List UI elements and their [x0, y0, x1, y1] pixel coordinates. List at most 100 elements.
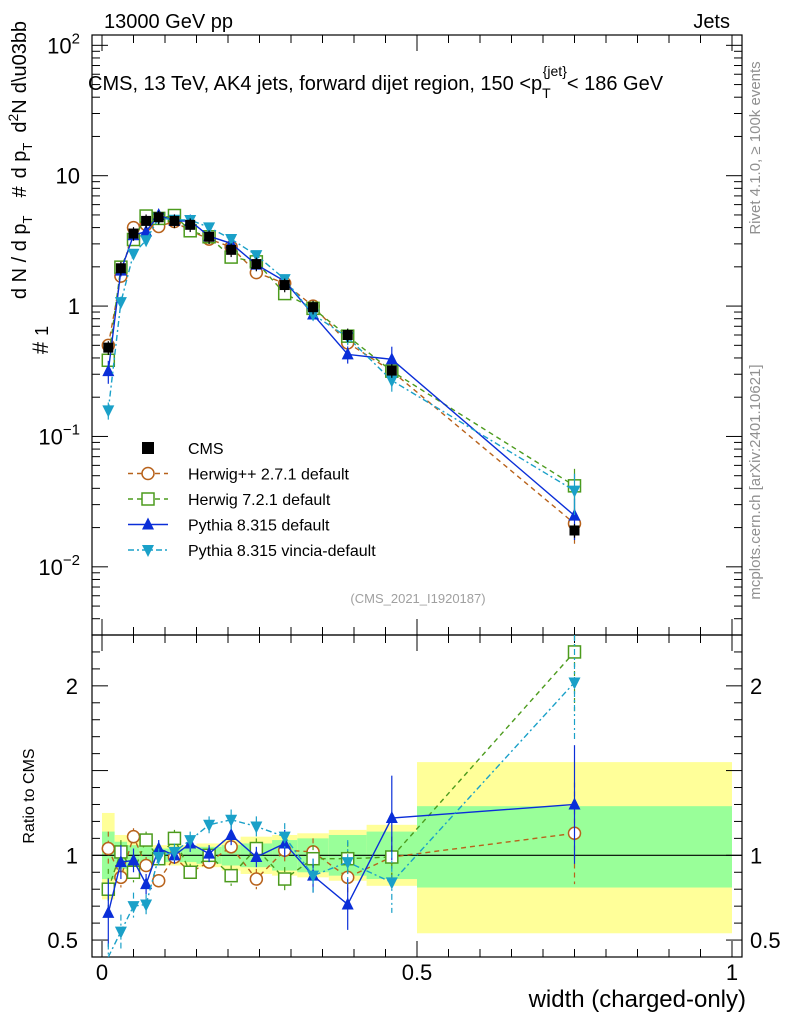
chart-title: CMS, 13 TeV, AK4 jets, forward dijet reg…: [88, 63, 664, 101]
series-2-ratio-point: [127, 853, 140, 866]
legend: CMS Herwig++ 2.7.1 default Herwig 7.2.1 de…: [128, 441, 376, 560]
series-1-ratio-point: [183, 865, 197, 880]
ratio-y-tick-label-right: 1: [750, 843, 762, 868]
series-3-ratio-point: [250, 821, 263, 834]
series-3-ratio-line: [107, 681, 576, 958]
series-3-main-point: [568, 485, 581, 498]
ratio-y-axis-label: Ratio to CMS: [21, 748, 38, 843]
cms-data-point: [115, 263, 126, 274]
chart-title-sub: T: [542, 85, 551, 101]
series-2-ratio-point: [140, 877, 153, 890]
series-3-ratio-point: [307, 870, 320, 883]
series-2-ratio-point: [250, 850, 263, 863]
legend-label-series-1: Herwig 7.2.1 default: [188, 492, 331, 509]
main-y-tick-label: 10−2: [38, 552, 80, 580]
series-2-main-point: [385, 352, 398, 365]
series-2-ratio-point: [203, 846, 216, 859]
series-0-ratio-point: [139, 858, 153, 873]
main-y-tick-label: 102: [47, 30, 80, 58]
chart-title-suffix: < 186 GeV: [567, 73, 664, 95]
series-2-main-point: [102, 364, 115, 377]
series-3-ratio-point: [385, 877, 398, 890]
series-3-ratio-point: [168, 846, 181, 859]
legend-label-series-0: Herwig++ 2.7.1 default: [188, 467, 350, 484]
series-2-ratio-point: [152, 841, 165, 854]
main-y-axis-label-detail: d N / d pT#d pTd2Nd\u03bb: [5, 21, 35, 299]
series-1-ratio-point: [224, 868, 238, 883]
mcplots-label: mcplots.cern.ch [arXiv:2401.10621]: [747, 364, 764, 599]
chart-title-sup: {jet}: [543, 63, 567, 79]
cms-data-point: [153, 212, 164, 223]
series-3-main-point: [203, 222, 216, 235]
main-y-axis-label-text: #1: [28, 326, 53, 354]
cms-data-point: [569, 525, 580, 536]
ratio-y-tick-label: 0.5: [47, 928, 78, 953]
cms-data-point: [226, 244, 237, 255]
reference-label: (CMS_2021_I1920187): [350, 591, 485, 606]
cms-data-point: [169, 215, 180, 226]
ratio-axis-ticks: 0 0.5 1 2 2 1 1 0.5 0.5: [47, 634, 781, 985]
x-tick-label: 0: [96, 960, 108, 985]
cms-data-point: [128, 228, 139, 239]
ratio-y-tick-label: 1: [66, 843, 78, 868]
series-3-ratio-point: [568, 677, 581, 690]
series-3-main-point: [385, 375, 398, 388]
series-3-main-point: [307, 309, 320, 322]
cms-data-point: [279, 280, 290, 291]
series-3-main-point: [114, 297, 127, 310]
ratio-y-tick-label-right: 0.5: [750, 928, 781, 953]
main-y-tick-label: 10: [56, 164, 80, 189]
series-0-ratio-point: [249, 872, 264, 886]
series-3-ratio-point: [114, 926, 127, 939]
ratio-y-tick-label-right: 2: [750, 674, 762, 699]
series-3-ratio-point: [184, 835, 197, 848]
x-tick-label: 0.5: [402, 960, 433, 985]
svg-text:d N / d pT#d pTd2Nd\u03bb: d N / d pT#d pTd2Nd\u03bb: [5, 21, 35, 299]
series-3-ratio-point: [152, 852, 165, 865]
series-1-ratio-point: [167, 831, 182, 846]
series-3-ratio-point: [278, 831, 291, 844]
legend-label-series-3: Pythia 8.315 vincia-default: [188, 543, 376, 560]
mcplots-text: mcplots.cern.ch [arXiv:2401.10621]: [747, 364, 764, 599]
series-2-main-point: [341, 347, 354, 360]
series-1-ratio-point: [139, 833, 153, 847]
main-y-tick-label: 1: [68, 294, 80, 319]
legend-marker-series-2: [142, 517, 154, 530]
series-0-ratio-point: [151, 873, 166, 888]
legend-label-cms: CMS: [188, 441, 224, 458]
series-0-ratio-line: [107, 832, 575, 882]
series-3-main-point: [102, 405, 115, 418]
legend-marker-cms: [142, 442, 154, 454]
rivet-version-label: Rivet 4.1.0, ≥ 100k events: [747, 61, 764, 234]
legend-marker-series-3: [142, 545, 154, 557]
series-2-ratio-point: [114, 855, 127, 868]
series-3-ratio-point: [341, 857, 354, 870]
series-1-main-line: [107, 214, 575, 487]
cms-data-point: [308, 302, 319, 313]
x-tick-label: 1: [726, 960, 738, 985]
series-3-ratio-point: [127, 901, 140, 914]
series-2-ratio-point: [102, 905, 115, 918]
chart-title-prefix: CMS, 13 TeV, AK4 jets, forward dijet reg…: [88, 73, 542, 95]
series-2-main-point: [140, 224, 153, 237]
series-3-ratio-point: [225, 814, 238, 827]
series-3-main-point: [140, 235, 153, 248]
x-axis-label: width (charged-only): [528, 986, 746, 1013]
series-2-ratio-point: [341, 897, 354, 910]
series-0-ratio-point: [126, 829, 141, 844]
series-3-main-point: [127, 248, 140, 261]
cms-data-point: [342, 330, 353, 340]
header-left-label: 13000 GeV pp: [104, 11, 233, 33]
series-0-ratio-point: [101, 841, 116, 856]
cms-data-point: [185, 219, 196, 230]
series-1-ratio-point: [277, 872, 292, 886]
cms-data-point: [204, 231, 215, 242]
series-3-main-point: [250, 250, 263, 263]
cms-data-point: [386, 365, 397, 376]
cms-data-point: [103, 342, 114, 353]
series-3-main-point: [225, 234, 238, 247]
series-2-ratio-point: [385, 811, 398, 824]
series-3-ratio-point: [140, 899, 153, 912]
legend-label-series-2: Pythia 8.315 default: [188, 518, 330, 535]
